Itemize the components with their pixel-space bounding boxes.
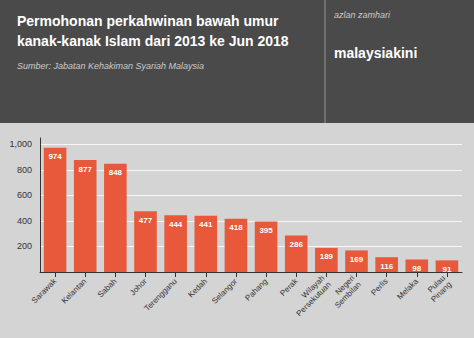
- svg-text:477: 477: [139, 216, 153, 225]
- svg-text:Kedah: Kedah: [186, 277, 209, 300]
- svg-text:169: 169: [350, 255, 364, 264]
- svg-text:Perak: Perak: [278, 277, 299, 298]
- svg-text:444: 444: [169, 220, 183, 229]
- svg-text:Pahang: Pahang: [243, 277, 269, 303]
- svg-text:800: 800: [17, 165, 32, 175]
- svg-text:Pinang: Pinang: [429, 280, 453, 304]
- svg-text:Pulau: Pulau: [426, 273, 447, 295]
- svg-text:116: 116: [380, 262, 393, 271]
- svg-text:Selangor: Selangor: [210, 277, 239, 306]
- svg-text:600: 600: [17, 190, 32, 200]
- svg-text:Permohonan perkahwinan bawah u: Permohonan perkahwinan bawah umur: [17, 13, 279, 29]
- svg-text:azlan zamhari: azlan zamhari: [334, 10, 391, 20]
- svg-text:Negeri: Negeri: [333, 273, 357, 297]
- svg-text:974: 974: [48, 152, 62, 161]
- svg-text:98: 98: [412, 264, 421, 273]
- svg-text:Wilayah: Wilayah: [299, 273, 327, 301]
- svg-text:Perlis: Perlis: [369, 277, 389, 297]
- svg-text:286: 286: [290, 240, 304, 249]
- svg-text:848: 848: [109, 168, 123, 177]
- svg-text:418: 418: [229, 223, 243, 232]
- svg-text:1,000: 1,000: [9, 139, 32, 149]
- svg-text:91: 91: [442, 265, 451, 274]
- svg-text:Sabah: Sabah: [96, 277, 119, 300]
- svg-text:Sembilan: Sembilan: [333, 280, 363, 310]
- svg-text:200: 200: [17, 241, 32, 251]
- svg-text:Terengganu: Terengganu: [143, 277, 179, 313]
- svg-text:malaysiakini: malaysiakini: [334, 45, 417, 61]
- svg-text:Sarawak: Sarawak: [30, 277, 58, 305]
- svg-text:189: 189: [320, 252, 334, 261]
- svg-text:Kelantan: Kelantan: [60, 277, 89, 306]
- svg-text:877: 877: [79, 165, 93, 174]
- svg-text:Sumber: Jabatan Kehakiman Syar: Sumber: Jabatan Kehakiman Syariah Malays…: [17, 61, 204, 71]
- svg-text:Melaka: Melaka: [395, 276, 420, 301]
- svg-text:400: 400: [17, 216, 32, 226]
- svg-text:kanak-kanak Islam dari 2013 ke: kanak-kanak Islam dari 2013 ke Jun 2018: [17, 33, 289, 49]
- svg-text:Johor: Johor: [128, 277, 149, 298]
- svg-text:Persekutuan: Persekutuan: [295, 280, 333, 318]
- svg-text:395: 395: [259, 226, 273, 235]
- svg-text:441: 441: [199, 220, 213, 229]
